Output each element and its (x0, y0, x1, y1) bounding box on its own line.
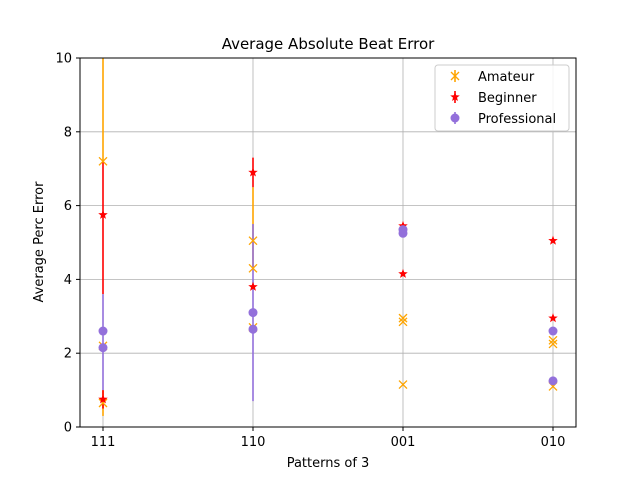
marker-stroke (398, 317, 408, 327)
amateur-point (548, 339, 558, 349)
marker-stroke (248, 236, 258, 246)
beginner-point (548, 235, 558, 245)
professional-point (248, 324, 258, 334)
plot-frame (79, 57, 577, 428)
marker-stroke (548, 335, 558, 345)
x-tick-label: 010 (541, 435, 566, 450)
amateur-point (248, 236, 258, 246)
legend-label-amateur: Amateur (478, 70, 535, 85)
amateur-point (98, 398, 108, 408)
legend-marker-amateur (450, 71, 460, 81)
x-tick-label: 110 (241, 435, 266, 450)
amateur-point (248, 263, 258, 273)
legend-label-beginner: Beginner (478, 91, 537, 106)
beginner-point (98, 209, 108, 219)
legend-label-professional: Professional (478, 112, 556, 127)
legend-marker-beginner (450, 92, 460, 102)
chart-title: Average Absolute Beat Error (222, 35, 435, 53)
y-tick-label: 4 (64, 273, 72, 288)
x-tick-label: 001 (391, 435, 416, 450)
marker-stroke (248, 263, 258, 273)
marker-stroke (98, 156, 108, 166)
legend-marker-professional (450, 113, 460, 123)
amateur-point (398, 317, 408, 327)
y-tick-label: 6 (64, 199, 72, 214)
y-tick-label: 0 (64, 421, 72, 436)
x-tick-label: 111 (91, 435, 116, 450)
x-axis-label: Patterns of 3 (287, 456, 370, 471)
y-tick-label: 10 (55, 52, 72, 67)
professional-point (98, 343, 108, 353)
beginner-point (248, 281, 258, 291)
marker-stroke (398, 313, 408, 323)
professional-point (98, 326, 108, 336)
data-markers (98, 156, 558, 408)
beginner-point (398, 268, 408, 278)
professional-point (548, 376, 558, 386)
legend: Amateur Beginner Professional (434, 64, 570, 132)
professional-point (398, 228, 408, 238)
amateur-point (398, 380, 408, 390)
professional-point (548, 326, 558, 336)
amateur-point (398, 313, 408, 323)
professional-point (248, 308, 258, 318)
marker-stroke (398, 380, 408, 390)
amateur-point (548, 335, 558, 345)
beginner-point (98, 394, 108, 404)
y-axis-label: Average Perc Error (32, 181, 47, 303)
y-tick-label: 2 (64, 347, 72, 362)
marker-stroke (450, 71, 460, 81)
amateur-point (98, 156, 108, 166)
beginner-point (248, 167, 258, 177)
ticks: 111 110 001 010 0 2 4 6 8 10 (55, 52, 565, 451)
marker-stroke (98, 398, 108, 408)
beginner-point (548, 313, 558, 323)
marker-stroke (548, 339, 558, 349)
legend-box (434, 64, 570, 132)
y-tick-label: 8 (64, 125, 72, 140)
